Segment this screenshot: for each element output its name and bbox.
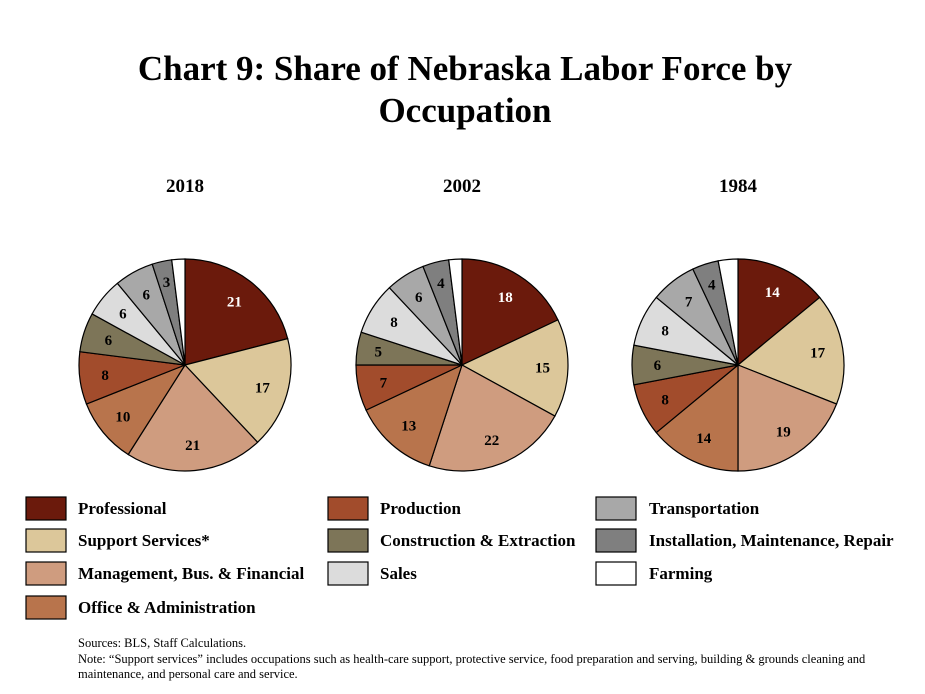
pie-slice-2018-management-bus-financial xyxy=(127,364,259,472)
legend-item-construction-extraction: Construction & Extraction xyxy=(327,528,576,553)
pie-slice-2018-farming xyxy=(171,258,186,366)
slice-value-label: 18 xyxy=(498,290,513,306)
slice-value-label: 19 xyxy=(776,425,791,441)
legend-swatch xyxy=(327,496,369,521)
legend-label: Transportation xyxy=(649,499,760,518)
legend-swatch xyxy=(595,496,637,521)
legend-swatch xyxy=(25,496,67,521)
slice-value-label: 7 xyxy=(685,294,693,310)
pie-slice-2002-management-bus-financial xyxy=(428,364,556,472)
pie-slice-2002-farming xyxy=(448,258,463,366)
slice-value-label: 14 xyxy=(696,431,712,447)
slice-value-label: 17 xyxy=(255,381,271,397)
note-text: Note: “Support services” includes occupa… xyxy=(78,651,866,682)
legend-label: Production xyxy=(380,499,461,518)
slice-value-label: 3 xyxy=(163,275,171,291)
pie-slice-2002-support-services xyxy=(460,319,569,417)
pie-slice-2018-professional xyxy=(184,258,289,366)
legend-swatch xyxy=(25,561,67,586)
slice-value-label: 6 xyxy=(105,333,113,349)
legend-item-installation-maintenance-repair: Installation, Maintenance, Repair xyxy=(595,528,894,553)
legend-label: Professional xyxy=(78,499,167,518)
legend-item-professional: Professional xyxy=(25,496,167,521)
legend-item-transportation: Transportation xyxy=(595,496,760,521)
legend-swatch xyxy=(595,561,637,586)
legend-swatch xyxy=(25,595,67,620)
legend-item-support-services: Support Services* xyxy=(25,528,210,553)
slice-value-label: 17 xyxy=(810,345,826,361)
legend-swatch xyxy=(25,528,67,553)
legend-label: Support Services* xyxy=(78,531,210,550)
slice-value-label: 22 xyxy=(484,433,499,449)
legend-item-farming: Farming xyxy=(595,561,713,586)
slice-value-label: 6 xyxy=(119,307,127,323)
slice-value-label: 13 xyxy=(401,418,416,434)
slice-value-label: 21 xyxy=(227,294,242,310)
legend-item-production: Production xyxy=(327,496,461,521)
legend-swatch xyxy=(327,561,369,586)
slice-value-label: 8 xyxy=(101,368,109,384)
legend-label: Management, Bus. & Financial xyxy=(78,564,304,583)
pie-slice-1984-professional xyxy=(737,258,821,367)
pie-year-label: 2018 xyxy=(166,176,204,197)
slice-value-label: 6 xyxy=(142,287,150,303)
legend-label: Construction & Extraction xyxy=(380,531,576,550)
legend-swatch xyxy=(595,528,637,553)
slice-value-label: 5 xyxy=(374,345,382,361)
pie-year-label: 1984 xyxy=(719,176,758,197)
slice-value-label: 4 xyxy=(708,277,716,293)
pie-slice-2002-office-administration xyxy=(365,363,463,467)
footer: Sources: BLS, Staff Calculations. Note: … xyxy=(78,636,908,683)
pie-slice-1984-support-services xyxy=(736,296,845,405)
chart-title: Chart 9: Share of Nebraska Labor Force b… xyxy=(137,49,793,130)
legend-label: Farming xyxy=(649,564,713,583)
legend-item-office-administration: Office & Administration xyxy=(25,595,256,620)
sources-text: Sources: BLS, Staff Calculations. xyxy=(78,636,247,650)
legend-item-management-bus-financial: Management, Bus. & Financial xyxy=(25,561,304,586)
slice-value-label: 8 xyxy=(390,315,398,331)
legend-label: Installation, Maintenance, Repair xyxy=(649,531,894,550)
slice-value-label: 6 xyxy=(415,290,423,306)
legend-label: Office & Administration xyxy=(78,598,256,617)
pie-slice-1984-farming xyxy=(717,258,739,366)
pie-slice-1984-management-bus-financial xyxy=(737,364,838,472)
slice-value-label: 15 xyxy=(535,361,550,377)
legend-item-sales: Sales xyxy=(327,561,417,586)
legend-swatch xyxy=(327,528,369,553)
slice-value-label: 21 xyxy=(185,438,200,454)
slice-value-label: 8 xyxy=(661,392,669,408)
legend-label: Sales xyxy=(380,564,417,583)
slice-value-label: 8 xyxy=(661,324,669,340)
slice-value-label: 10 xyxy=(115,409,130,425)
pie-slice-2002-professional xyxy=(461,258,559,366)
slice-value-label: 14 xyxy=(765,285,781,301)
pie-slice-2018-support-services xyxy=(183,337,292,444)
pie-year-label: 2002 xyxy=(443,176,481,197)
pie-slice-1984-office-administration xyxy=(655,363,739,472)
slice-value-label: 7 xyxy=(380,376,388,392)
slice-value-label: 6 xyxy=(654,358,662,374)
slice-value-label: 4 xyxy=(437,276,445,292)
